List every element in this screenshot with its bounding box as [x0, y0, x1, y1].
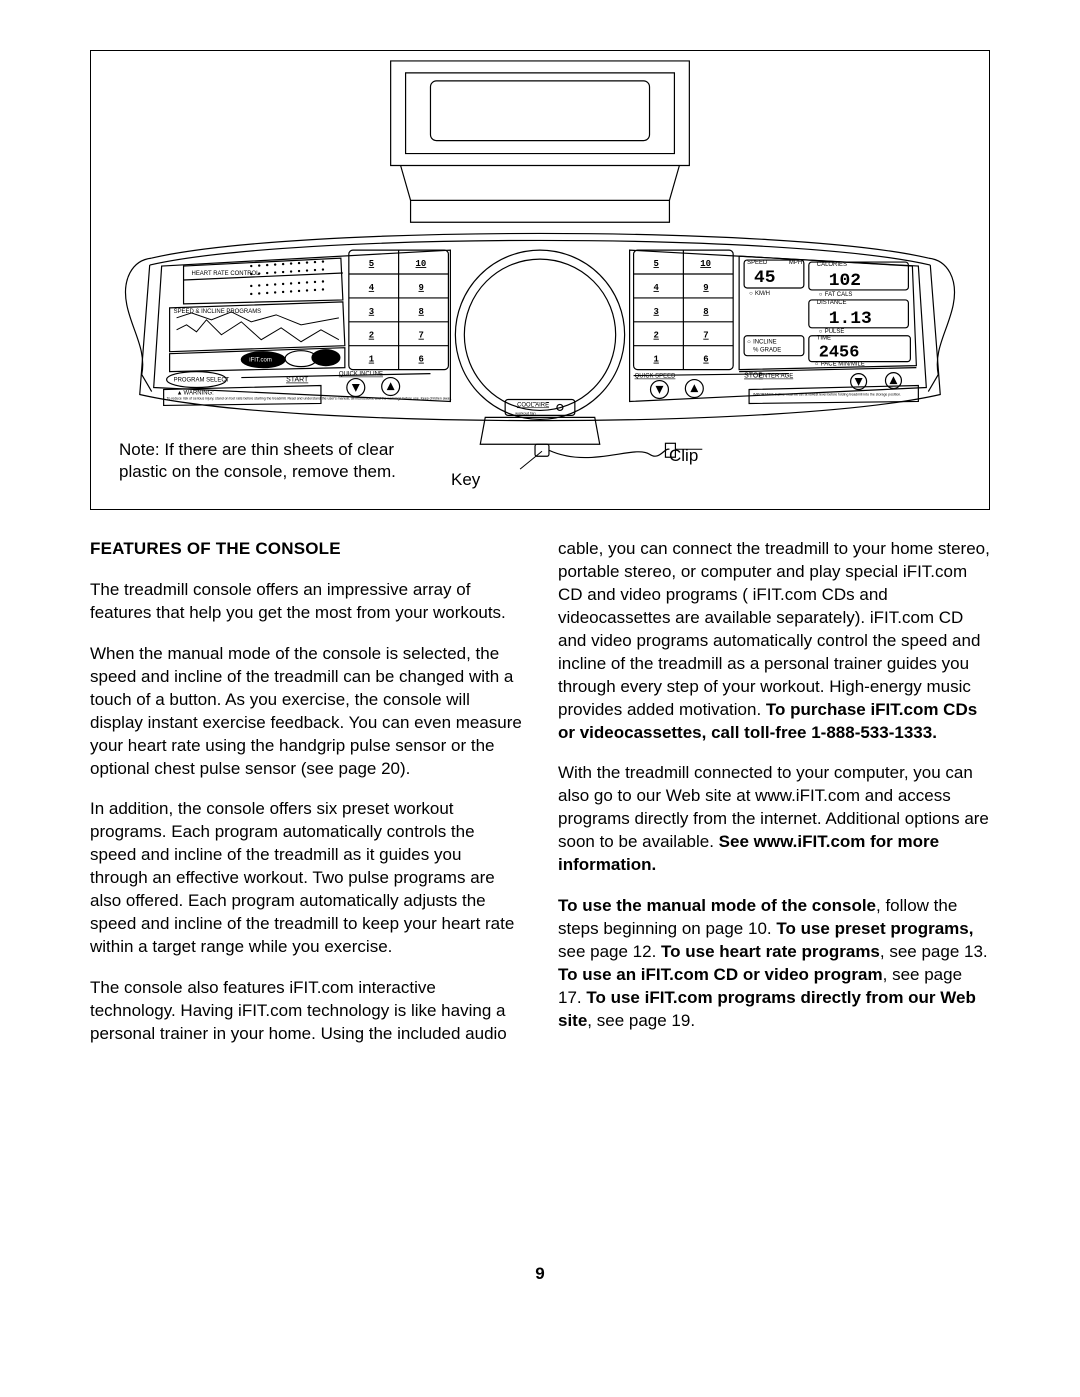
time-sub: PACE MIN/MILE — [821, 362, 865, 368]
cal-value: 102 — [829, 271, 861, 291]
page-number: 9 — [90, 1264, 990, 1284]
quick-speed-label: QUICK SPEED — [635, 374, 676, 380]
right-p3j: , see page 19. — [587, 1011, 695, 1030]
speed-label: SPEED — [747, 260, 768, 266]
svg-text:○: ○ — [749, 291, 753, 297]
left-p2: When the manual mode of the console is s… — [90, 643, 522, 781]
right-p3a: To use the manual mode of the console — [558, 896, 876, 915]
right-p3g: To use an iFIT.com CD or video program — [558, 965, 883, 984]
coolaire-label: COOL AIRE — [517, 402, 549, 408]
incline-btn: 6 — [419, 355, 424, 365]
console-diagram: HEART RATE CONTROL SPEED & INCLINE PROGR… — [90, 50, 990, 510]
incline-btn: 5 — [369, 259, 374, 269]
section-title: FEATURES OF THE CONSOLE — [90, 538, 522, 561]
svg-text:○: ○ — [819, 292, 823, 298]
right-column: cable, you can connect the treadmill to … — [558, 538, 990, 1064]
right-p3: To use the manual mode of the console, f… — [558, 895, 990, 1033]
right-p1a: cable, you can connect the treadmill to … — [558, 539, 990, 719]
stop-label: STOP — [744, 373, 763, 380]
right-p3d: see page 12. — [558, 942, 661, 961]
speed-btn: 3 — [654, 307, 659, 317]
right-p2: With the treadmill connected to your com… — [558, 762, 990, 877]
time-label: TIME — [817, 336, 831, 342]
speed-btn: 10 — [700, 259, 711, 269]
left-p4: The console also features iFIT.com inter… — [90, 977, 522, 1046]
svg-text:○: ○ — [819, 329, 823, 335]
left-p3: In addition, the console offers six pres… — [90, 798, 522, 959]
program-select-label: PROGRAM SELECT — [174, 378, 230, 384]
cal-label: CALORIES — [817, 262, 847, 268]
right-p3f: , see page 13. — [880, 942, 988, 961]
dist-label: DISTANCE — [817, 300, 847, 306]
incline-btn: 2 — [369, 331, 374, 341]
note-annotation: Note: If there are thin sheets of clear … — [119, 439, 429, 483]
incline-label: INCLINE — [753, 340, 777, 346]
workout-fan-label: workout fan — [515, 410, 536, 415]
speed-btn: 9 — [703, 283, 708, 293]
start-label: START — [286, 377, 309, 384]
speed-btn: 1 — [654, 355, 659, 365]
left-p1: The treadmill console offers an impressi… — [90, 579, 522, 625]
incline-sub: % GRADE — [753, 348, 781, 354]
incline-btn: 9 — [419, 283, 424, 293]
speed-btn: 4 — [654, 283, 660, 293]
key-annotation: Key — [451, 469, 480, 491]
dist-sub: PULSE — [825, 329, 845, 335]
warning-text: To reduce risk of serious injury, stand … — [167, 396, 452, 400]
dist-value: 1.13 — [829, 309, 872, 329]
left-column: FEATURES OF THE CONSOLE The treadmill co… — [90, 538, 522, 1064]
speed-btn: 2 — [654, 331, 659, 341]
speed-sub: KM/H — [755, 291, 770, 297]
right-p3c: To use preset programs, — [776, 919, 973, 938]
speed-value: 45 — [754, 268, 775, 288]
hr-control-label: HEART RATE CONTROL — [192, 271, 261, 277]
right-p3e: To use heart rate programs — [661, 942, 880, 961]
programs-label: SPEED & INCLINE PROGRAMS — [174, 309, 262, 315]
incline-btn: 10 — [416, 259, 427, 269]
svg-text:○: ○ — [815, 362, 819, 368]
quick-incline-label: QUICK INCLINE — [339, 372, 383, 378]
speed-btn: 7 — [703, 331, 708, 341]
speed-btn: 6 — [703, 355, 708, 365]
time-value: 2456 — [819, 344, 860, 363]
cal-sub: FAT CALS — [825, 292, 853, 298]
incline-btn: 8 — [419, 307, 424, 317]
ifit-label: iFIT.com — [249, 358, 272, 364]
speed-btn: 8 — [703, 307, 708, 317]
incline-btn: 1 — [369, 355, 374, 365]
clip-annotation: Clip — [669, 445, 698, 467]
speed-btn: 5 — [654, 259, 659, 269]
incline-btn: 4 — [369, 283, 375, 293]
svg-text:○: ○ — [747, 340, 751, 346]
body-columns: FEATURES OF THE CONSOLE The treadmill co… — [90, 538, 990, 1064]
enter-age-label: ENTER AGE — [759, 374, 793, 380]
incline-btn: 3 — [369, 307, 374, 317]
speed-unit: MPH — [789, 260, 802, 266]
right-p1: cable, you can connect the treadmill to … — [558, 538, 990, 744]
important-text: IMPORTANT: Incline must be set at lowest… — [753, 392, 901, 396]
incline-btn: 7 — [419, 331, 424, 341]
